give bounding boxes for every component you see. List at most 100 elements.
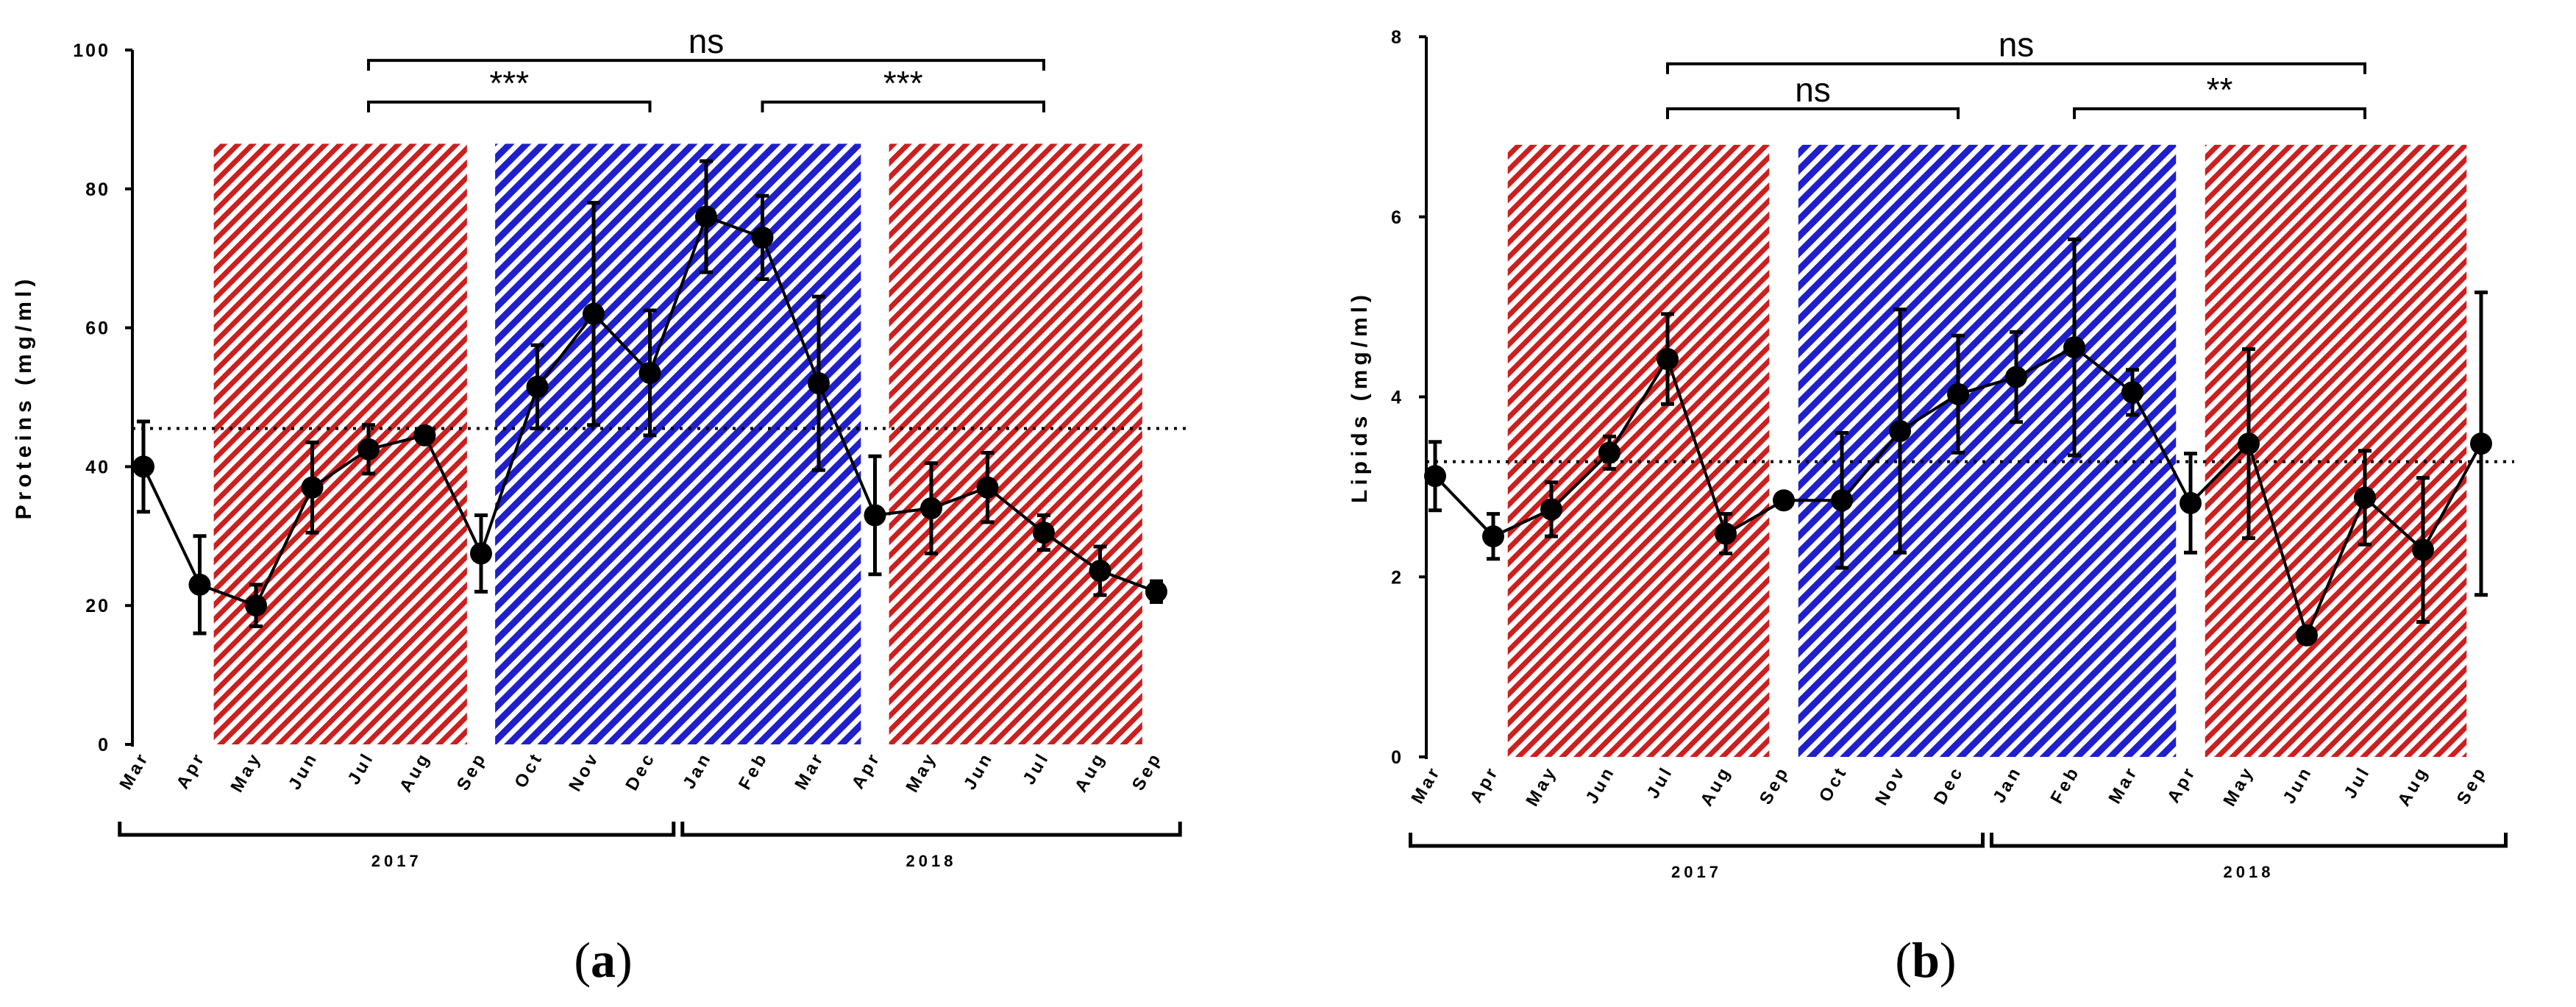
panel-label: (a) [574,932,632,988]
data-point [2354,486,2376,509]
x-tick-label: May [902,749,941,796]
data-point [751,226,774,249]
data-point [2470,433,2492,455]
data-point [1540,498,1562,521]
shaded-region-1 [1507,144,1770,758]
data-point [2412,538,2434,561]
data-point [2005,366,2027,388]
significance-label: *** [489,64,529,102]
year-bracket-1 [1409,833,1985,848]
data-point [976,476,999,499]
x-tick-label: Nov [1871,763,1910,809]
year-label: 2017 [371,852,422,870]
data-point [1831,489,1853,512]
data-point [638,361,661,384]
data-point [2238,433,2260,455]
data-point [1145,580,1167,603]
x-tick-label: Oct [1815,763,1851,806]
shaded-region-2 [495,143,861,744]
data-point [1715,522,1737,545]
data-point [2121,381,2143,404]
x-tick-label: Jan [679,749,716,793]
panel-b-chart: 0 2 4 6 8 Lipids (mg/ml) Mar Apr May Jun Jul Aug Sep… [1348,26,2514,988]
x-tick-label: Sep [453,749,491,794]
data-point [583,302,605,325]
y-tick-label: 40 [85,457,110,477]
data-point [1889,420,1911,443]
data-point [808,372,830,395]
x-tick-label: Jun [960,749,997,794]
x-tick-label: Mar [791,749,828,794]
x-tick-label: Dec [622,749,659,794]
data-point [2296,624,2318,647]
significance-bracket-2 [1666,107,1960,119]
year-bracket-2 [1990,833,2508,848]
x-tick-label: Apr [1466,763,1503,807]
shaded-region-2 [1798,144,2177,758]
data-point [357,438,380,460]
y-axis-label: Proteins (mg/ml) [12,275,36,520]
x-tick-label: Mar [1407,763,1445,808]
y-tick-label: 60 [85,319,110,339]
data-point [920,497,942,520]
data-point [1482,525,1504,548]
x-tick-label: Apr [2163,763,2200,807]
significance-label: ** [2207,71,2233,109]
y-tick-label: 8 [1391,27,1403,48]
x-tick-label: May [2219,763,2258,810]
panel-a-chart: 0 20 40 60 80 100 Proteins (mg/ml) Mar Apr May Jun… [12,22,1189,988]
x-tick-label: Mar [115,749,153,794]
x-tick-label: Apr [173,749,210,793]
y-tick-label: 6 [1391,207,1403,228]
y-tick-label: 20 [85,596,110,616]
x-tick-label: Jan [1989,763,2026,807]
data-point [864,504,886,527]
x-tick-label: Sep [1756,763,1793,808]
data-point [695,205,717,228]
data-point [188,573,211,596]
data-point [1598,441,1620,464]
y-tick-label: 0 [1391,747,1403,768]
x-tick-label: Jul [1019,749,1053,789]
data-point [1089,560,1111,582]
x-tick-label: Jul [1643,763,1677,803]
y-tick-label: 4 [1391,388,1403,408]
significance-label: *** [883,64,923,102]
data-point [1424,465,1446,488]
year-label: 2017 [1671,863,1722,881]
data-point [1033,522,1055,544]
data-point [301,476,324,499]
x-tick-label: Dec [1930,763,1968,808]
data-point [132,455,154,478]
x-tick-label: May [227,749,266,796]
significance-bracket-3 [761,100,1045,113]
data-point [1773,489,1795,512]
y-tick-label: 0 [98,735,110,755]
significance-bracket-2 [367,100,652,113]
significance-label: ns [689,22,725,60]
x-tick-label: Apr [848,749,885,793]
year-label: 2018 [2224,863,2274,881]
data-point [2180,491,2202,514]
x-tick-label: Aug [1696,763,1735,810]
year-label: 2018 [906,852,957,870]
x-tick-label: Jun [2279,763,2316,808]
significance-bracket-1 [1666,62,2366,74]
y-tick-label: 2 [1391,567,1403,588]
x-tick-label: Aug [2394,763,2433,810]
data-point [470,542,492,565]
y-tick-label: 100 [73,40,110,61]
y-axis-label: Lipids (mg/ml) [1348,291,1372,503]
x-tick-label: Nov [565,749,603,795]
x-tick-label: Sep [1128,749,1166,794]
x-tick-label: Feb [735,749,772,794]
x-tick-label: May [1522,763,1561,810]
data-point [1947,382,1969,405]
year-bracket-1 [118,822,676,837]
significance-label: ns [1795,71,1831,109]
x-tick-label: Sep [2453,763,2491,808]
significance-bracket-1 [367,59,1045,71]
x-tick-label: Jun [1581,763,1619,808]
data-point [526,375,549,398]
